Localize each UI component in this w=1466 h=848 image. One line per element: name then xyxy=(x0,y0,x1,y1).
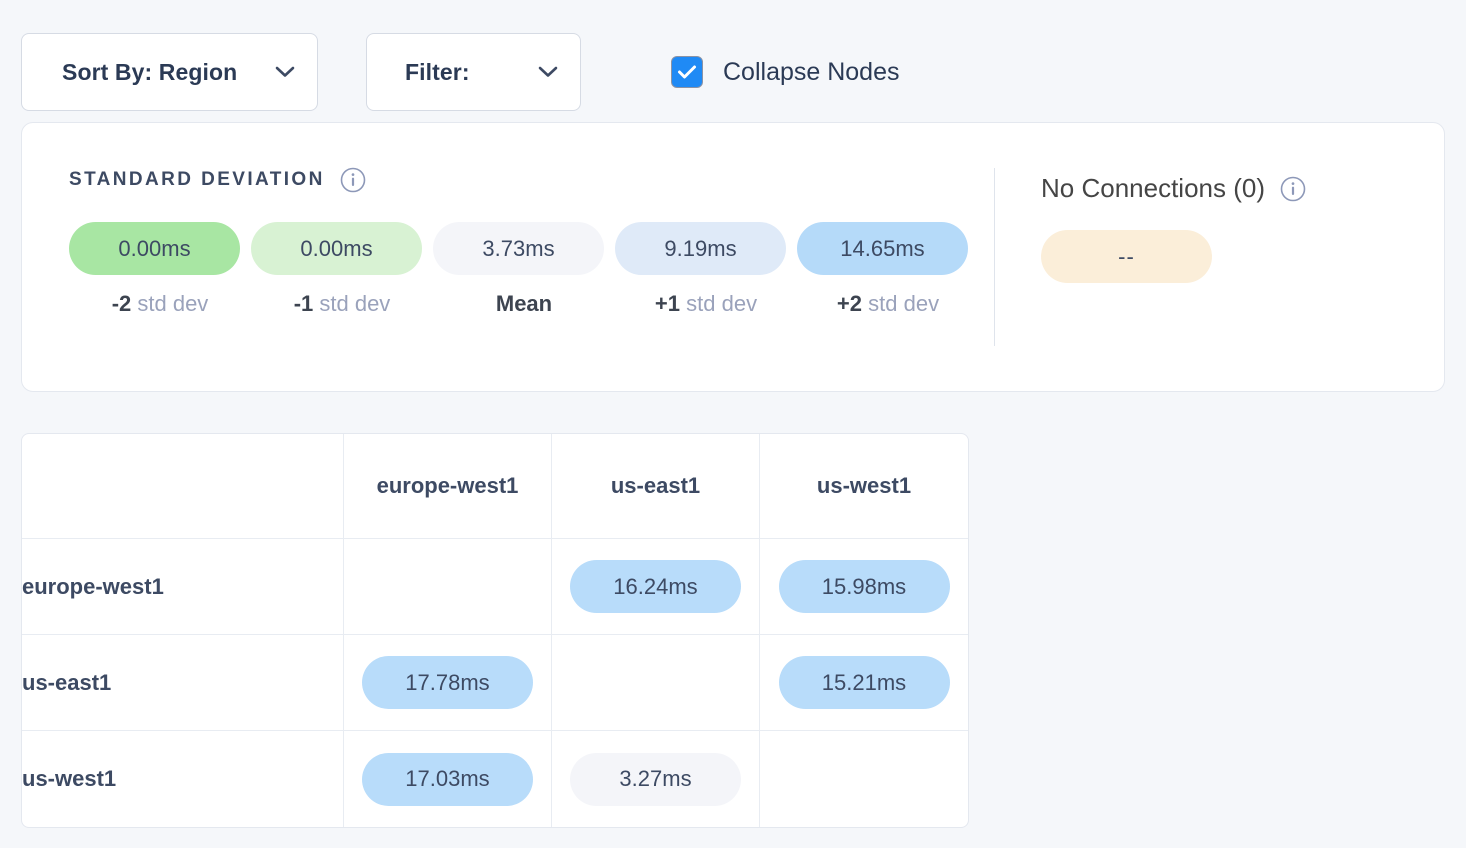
std-dev-caption-suffix: std dev xyxy=(137,291,209,316)
std-dev-pill: 0.00ms xyxy=(69,222,240,275)
latency-pill: 16.24ms xyxy=(570,560,741,613)
no-connections-value: -- xyxy=(1118,243,1135,269)
standard-deviation-panel: STANDARD DEVIATION 0.00ms -2 xyxy=(22,123,994,391)
table-row: europe-west1 16.24ms 15.98ms xyxy=(22,539,968,635)
std-dev-scale: 0.00ms -2 std dev 0.00ms -1 std dev xyxy=(69,222,994,317)
filter-label: Filter: xyxy=(405,58,470,85)
latency-pill xyxy=(779,750,950,803)
std-dev-value: 3.73ms xyxy=(482,235,555,261)
std-dev-pill: 9.19ms xyxy=(615,222,786,275)
no-connections-header: No Connections (0) xyxy=(1041,173,1444,204)
std-dev-caption: +1 std dev xyxy=(615,291,797,317)
std-dev-caption-prefix: +1 xyxy=(654,291,681,316)
std-dev-caption-prefix: -2 xyxy=(111,291,132,316)
section-title: STANDARD DEVIATION xyxy=(69,169,325,190)
column-header: us-west1 xyxy=(760,434,968,539)
collapse-nodes-label: Collapse Nodes xyxy=(723,57,900,86)
std-dev-caption: +2 std dev xyxy=(797,291,979,317)
std-dev-value: 9.19ms xyxy=(664,235,737,261)
matrix-cell[interactable] xyxy=(760,731,968,827)
std-dev-caption: -2 std dev xyxy=(69,291,251,317)
matrix-cell[interactable] xyxy=(552,635,760,731)
row-header: us-east1 xyxy=(22,635,344,731)
matrix-cell[interactable]: 17.03ms xyxy=(344,731,552,827)
table-header-row: europe-west1 us-east1 us-west1 xyxy=(22,434,968,539)
std-dev-caption-prefix: Mean xyxy=(495,291,553,316)
collapse-nodes-toggle[interactable]: Collapse Nodes xyxy=(671,56,900,88)
matrix-cell[interactable]: 16.24ms xyxy=(552,539,760,635)
card-divider xyxy=(994,168,995,346)
info-icon[interactable] xyxy=(1280,176,1306,202)
no-connections-pill: -- xyxy=(1041,230,1212,283)
std-dev-caption: Mean xyxy=(433,291,615,317)
table-row: us-west1 17.03ms 3.27ms xyxy=(22,731,968,827)
std-dev-item: 14.65ms +2 std dev xyxy=(797,222,979,317)
info-icon[interactable] xyxy=(340,167,366,193)
std-dev-caption: -1 std dev xyxy=(251,291,433,317)
std-dev-value: 0.00ms xyxy=(118,235,191,261)
matrix-cell[interactable]: 15.21ms xyxy=(760,635,968,731)
std-dev-caption-suffix: std dev xyxy=(319,291,391,316)
matrix-cell[interactable]: 17.78ms xyxy=(344,635,552,731)
row-header: europe-west1 xyxy=(22,539,344,635)
latency-pill xyxy=(570,654,741,707)
table-row: us-east1 17.78ms 15.21ms xyxy=(22,635,968,731)
std-dev-value: 14.65ms xyxy=(840,235,925,261)
sort-by-label: Sort By: Region xyxy=(62,58,238,85)
chevron-down-icon xyxy=(275,66,295,78)
std-dev-caption-prefix: -1 xyxy=(293,291,314,316)
sort-by-dropdown[interactable]: Sort By: Region xyxy=(21,33,318,111)
no-connections-panel: No Connections (0) -- xyxy=(995,123,1444,391)
std-dev-pill: 3.73ms xyxy=(433,222,604,275)
std-dev-pill: 0.00ms xyxy=(251,222,422,275)
std-dev-pill: 14.65ms xyxy=(797,222,968,275)
latency-pill: 15.21ms xyxy=(778,656,950,709)
table-corner-cell xyxy=(22,434,344,539)
matrix-cell[interactable] xyxy=(344,539,552,635)
standard-deviation-header: STANDARD DEVIATION xyxy=(69,167,994,193)
column-header: us-east1 xyxy=(552,434,760,539)
std-dev-item: 0.00ms -1 std dev xyxy=(251,222,433,317)
latency-pill xyxy=(362,558,533,611)
matrix-cell[interactable]: 3.27ms xyxy=(552,731,760,827)
std-dev-value: 0.00ms xyxy=(300,235,373,261)
filter-dropdown[interactable]: Filter: xyxy=(366,33,581,111)
row-header: us-west1 xyxy=(22,731,344,827)
std-dev-item: 9.19ms +1 std dev xyxy=(615,222,797,317)
std-dev-caption-prefix: +2 xyxy=(836,291,863,316)
collapse-nodes-checkbox[interactable] xyxy=(671,56,703,88)
latency-matrix-table-wrap: europe-west1 us-east1 us-west1 europe-we… xyxy=(21,433,969,828)
std-dev-item: 3.73ms Mean xyxy=(433,222,615,317)
no-connections-title: No Connections (0) xyxy=(1041,173,1265,203)
statistics-card: STANDARD DEVIATION 0.00ms -2 xyxy=(21,122,1445,392)
latency-pill: 3.27ms xyxy=(570,752,741,806)
latency-pill: 17.78ms xyxy=(362,656,533,709)
column-header: europe-west1 xyxy=(344,434,552,539)
latency-pill: 17.03ms xyxy=(362,752,533,806)
latency-pill: 15.98ms xyxy=(778,560,950,613)
std-dev-item: 0.00ms -2 std dev xyxy=(69,222,251,317)
std-dev-caption-suffix: std dev xyxy=(868,291,940,316)
std-dev-caption-suffix: std dev xyxy=(686,291,758,316)
matrix-cell[interactable]: 15.98ms xyxy=(760,539,968,635)
latency-matrix-table: europe-west1 us-east1 us-west1 europe-we… xyxy=(21,433,969,828)
toolbar: Sort By: Region Filter: Collapse Nodes xyxy=(0,0,1466,122)
chevron-down-icon xyxy=(538,66,558,78)
